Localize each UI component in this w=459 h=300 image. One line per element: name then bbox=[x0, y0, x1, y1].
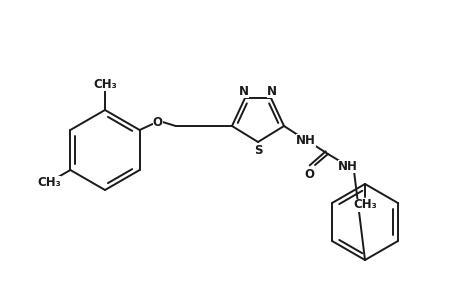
Text: CH₃: CH₃ bbox=[37, 176, 61, 189]
Text: S: S bbox=[253, 143, 262, 157]
Text: NH: NH bbox=[337, 160, 357, 172]
Text: NH: NH bbox=[296, 134, 315, 146]
Text: CH₃: CH₃ bbox=[93, 77, 117, 91]
Text: O: O bbox=[152, 116, 162, 128]
Text: N: N bbox=[266, 85, 276, 98]
Text: O: O bbox=[303, 169, 313, 182]
Text: CH₃: CH₃ bbox=[353, 199, 376, 212]
Text: N: N bbox=[239, 85, 248, 98]
